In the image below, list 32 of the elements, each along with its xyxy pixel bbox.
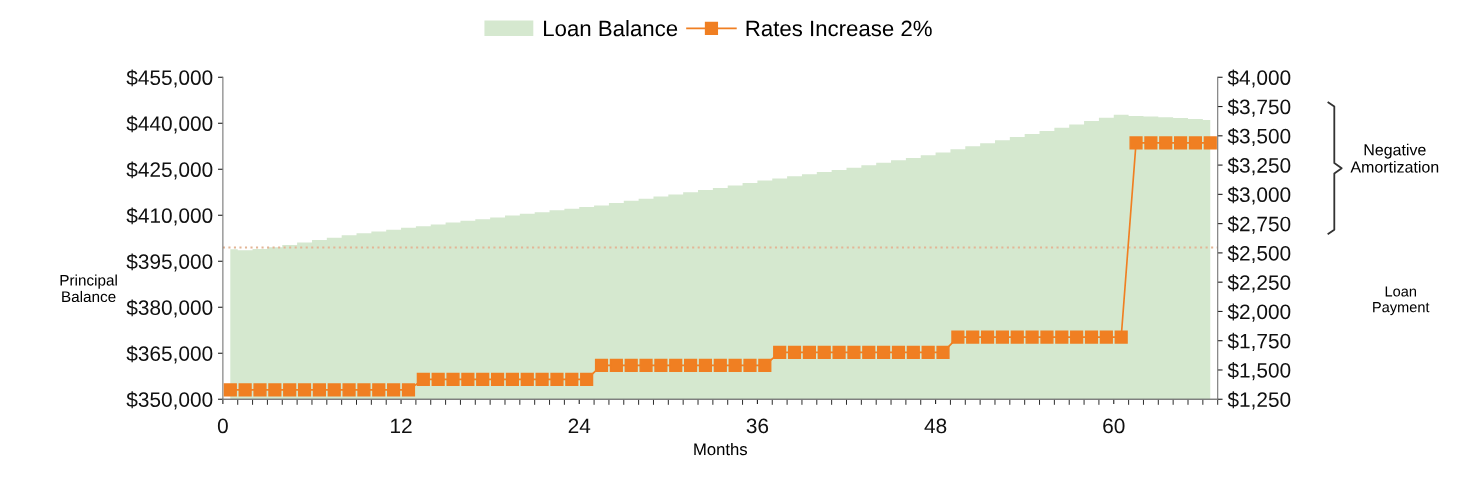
y2-tick-label: $4,000 [1227,69,1291,88]
text: Loan Payment [1373,286,1430,316]
y-tick-label: $455,000 [126,69,213,88]
y-tick-label: $380,000 [126,299,213,318]
text: Negative Amortization [1350,143,1439,173]
y2-tick-label: $1,250 [1227,391,1291,410]
y2-tick-label: $2,750 [1227,215,1291,234]
y-tick-label: $410,000 [126,207,213,226]
x-tick-label: 60 [1103,418,1125,434]
x-tick-label: 36 [746,418,769,434]
x-tick-label: 12 [391,418,412,434]
x-tick-label: 24 [568,418,591,434]
x-axis-title: Months [694,442,748,456]
legend-label: Loan Balance [544,20,678,37]
x-tick-label: 0 [217,418,228,434]
y2-tick-label: $3,000 [1227,186,1291,205]
y-tick-label: $440,000 [126,115,213,134]
y-tick-label: $395,000 [126,253,213,272]
y-tick-label: $350,000 [126,391,213,410]
y2-tick-label: $1,500 [1227,362,1291,381]
y-axis-title: Principal Balance [60,274,117,303]
legend-label: Rates Increase 2% [746,20,932,37]
y2-tick-label: $3,500 [1227,127,1291,147]
x-tick-label: 48 [924,418,947,434]
y2-tick-label: $1,750 [1227,332,1291,351]
y-tick-label: $365,000 [126,345,213,364]
y2-tick-label: $2,500 [1227,245,1291,264]
y-tick-label: $425,000 [126,161,213,180]
y2-tick-label: $3,250 [1227,157,1291,176]
y2-tick-label: $3,750 [1227,98,1291,117]
y2-tick-label: $2,250 [1227,274,1291,293]
y2-tick-label: $2,000 [1227,303,1291,322]
